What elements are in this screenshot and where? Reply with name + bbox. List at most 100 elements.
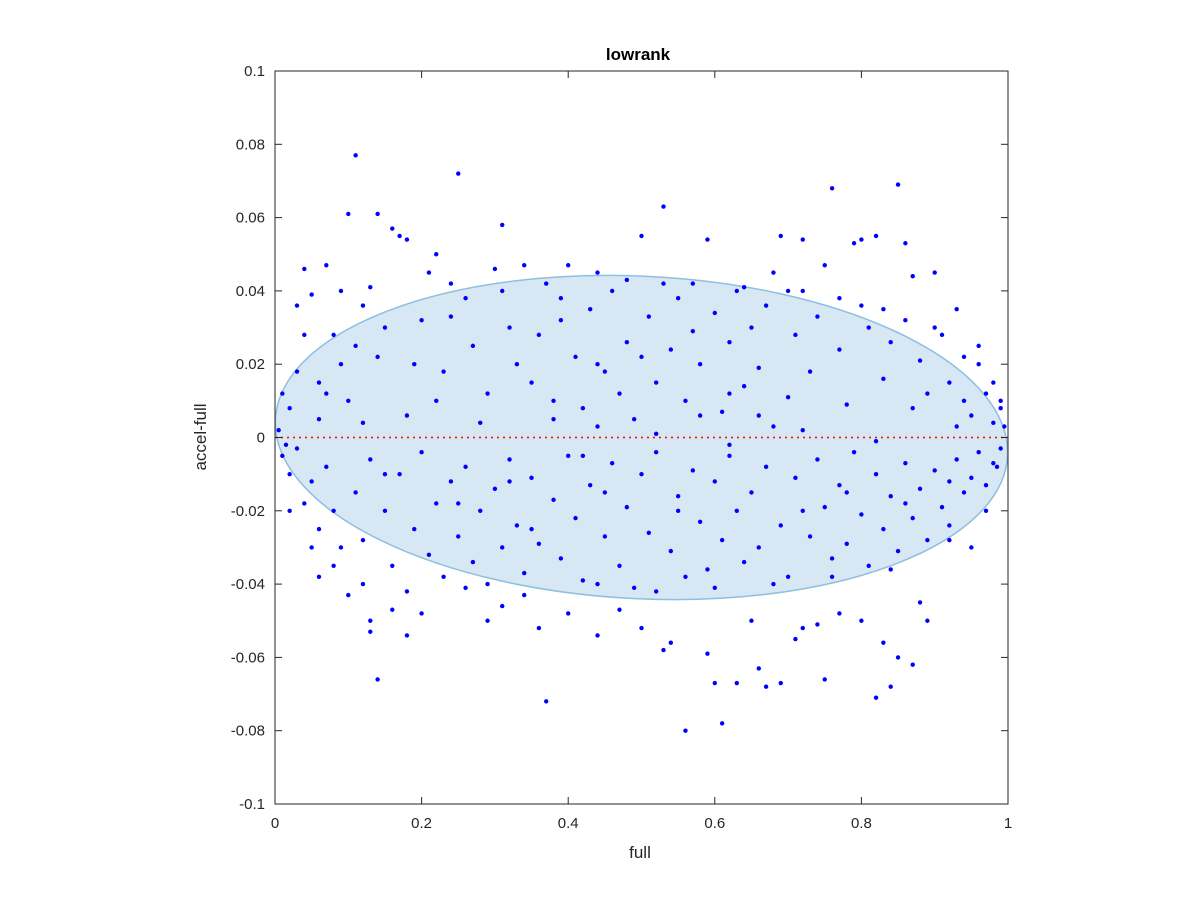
y-axis-label: accel-full [191, 403, 210, 470]
data-point [807, 369, 813, 374]
data-point [668, 640, 674, 645]
data-point [756, 365, 761, 371]
data-point [522, 263, 527, 268]
data-point [595, 362, 600, 367]
data-point [653, 449, 659, 455]
data-point [910, 662, 915, 667]
data-point [749, 490, 754, 495]
data-point [587, 307, 593, 312]
data-point [829, 186, 835, 191]
data-point [448, 479, 454, 484]
data-point [485, 581, 490, 587]
data-point [807, 534, 813, 539]
data-point [800, 427, 805, 433]
data-point [888, 340, 893, 345]
data-point [338, 362, 344, 367]
data-point [653, 431, 659, 437]
data-point [859, 237, 864, 242]
data-point [529, 380, 534, 385]
data-point [697, 362, 703, 367]
data-point [727, 391, 732, 396]
x-tick-label: 0 [271, 815, 279, 832]
data-point [961, 490, 967, 495]
data-point [778, 523, 783, 528]
x-tick-label: 0.2 [411, 815, 432, 832]
data-point [683, 728, 688, 733]
data-point [785, 574, 791, 579]
data-point [815, 314, 820, 319]
data-point [609, 460, 615, 466]
data-point [675, 493, 681, 499]
data-point [602, 534, 608, 539]
data-point [969, 413, 974, 418]
data-point [705, 237, 710, 242]
data-point [485, 618, 490, 623]
data-point [558, 318, 564, 323]
data-point [287, 508, 292, 513]
data-point [690, 329, 696, 334]
data-point [947, 523, 952, 528]
data-point [793, 636, 798, 642]
data-point [976, 343, 981, 349]
axes: 0 0.2 0.4 0.6 0.8 1 -0.1 -0.08 -0.06 -0.04 -0.02 0 0… [231, 63, 1012, 832]
data-point [639, 354, 644, 360]
data-point [1002, 424, 1007, 429]
chart-title: lowrank [606, 45, 671, 64]
data-point [514, 523, 520, 528]
data-point [705, 567, 710, 572]
data-point [558, 556, 564, 561]
data-point [441, 574, 446, 579]
data-point [507, 325, 512, 330]
data-point [456, 501, 461, 506]
data-point [346, 211, 351, 217]
data-point [683, 398, 688, 404]
data-point [837, 482, 842, 488]
data-point [602, 369, 608, 374]
data-point [734, 508, 739, 513]
data-point [346, 398, 351, 404]
data-point [785, 394, 791, 400]
data-point [719, 721, 725, 726]
data-point [463, 296, 468, 301]
data-point [617, 607, 622, 612]
data-point [287, 405, 292, 411]
data-point [771, 424, 776, 429]
data-point [492, 266, 498, 272]
data-point [749, 618, 754, 623]
data-point [903, 318, 908, 323]
data-point [683, 574, 688, 579]
data-point [624, 504, 630, 510]
data-point [360, 303, 366, 308]
data-point [624, 277, 630, 283]
data-point [551, 497, 556, 503]
data-point [382, 325, 388, 330]
data-point [653, 589, 659, 594]
data-point [712, 310, 717, 316]
data-point [976, 449, 981, 455]
data-point [712, 585, 717, 590]
y-tick-label: 0.02 [236, 356, 265, 373]
y-tick-label: -0.1 [239, 796, 265, 813]
data-point [763, 303, 769, 308]
data-point [859, 303, 864, 308]
data-point [302, 266, 307, 272]
data-point [705, 651, 710, 656]
data-point [881, 307, 886, 312]
data-point [316, 574, 322, 579]
data-point [617, 563, 622, 568]
data-point [522, 592, 527, 598]
data-point [456, 534, 461, 539]
data-point [903, 241, 908, 246]
y-tick-label: 0.08 [236, 136, 265, 153]
data-point [866, 563, 871, 568]
data-point [646, 314, 652, 319]
data-point [536, 332, 542, 338]
data-point [324, 263, 329, 268]
data-point [991, 380, 996, 385]
data-point [822, 677, 827, 682]
data-point [566, 453, 571, 459]
data-point [478, 420, 483, 426]
data-point [500, 222, 505, 228]
data-point [910, 274, 915, 279]
